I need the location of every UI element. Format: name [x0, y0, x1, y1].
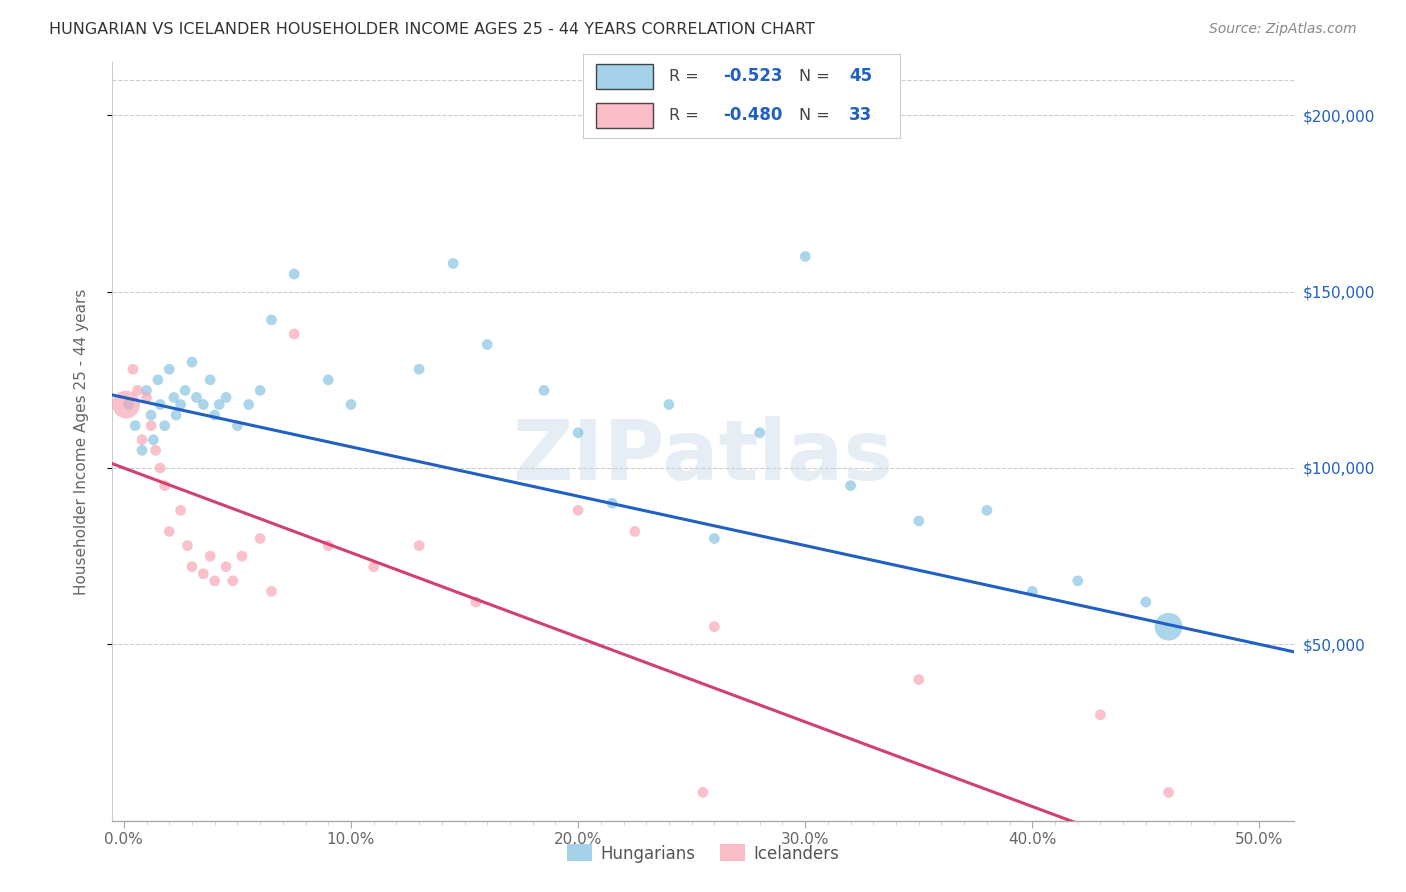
Point — [340, 397, 363, 411]
Point — [658, 397, 681, 411]
Point — [153, 418, 176, 433]
Point — [624, 524, 647, 539]
Point — [533, 384, 555, 398]
Point — [174, 384, 197, 398]
Point — [283, 326, 305, 341]
Point — [703, 532, 725, 546]
Point — [193, 566, 215, 581]
Point — [169, 397, 191, 411]
Text: Source: ZipAtlas.com: Source: ZipAtlas.com — [1209, 22, 1357, 37]
Legend: Hungarians, Icelanders: Hungarians, Icelanders — [560, 838, 846, 869]
Point — [907, 673, 929, 687]
Point — [198, 549, 221, 563]
Point — [208, 397, 231, 411]
Point — [122, 362, 145, 376]
Point — [131, 443, 153, 458]
Point — [316, 373, 339, 387]
Point — [204, 574, 226, 588]
Point — [222, 574, 245, 588]
Point — [198, 373, 221, 387]
Point — [146, 373, 169, 387]
Text: 33: 33 — [849, 106, 873, 124]
Point — [165, 408, 187, 422]
Point — [567, 503, 589, 517]
Text: N =: N = — [799, 69, 830, 84]
Point — [238, 397, 260, 411]
Point — [131, 433, 153, 447]
Point — [124, 418, 146, 433]
Point — [142, 433, 165, 447]
Point — [907, 514, 929, 528]
Point — [249, 384, 271, 398]
Point — [115, 397, 138, 411]
Point — [135, 384, 157, 398]
Text: 45: 45 — [849, 68, 872, 86]
Point — [1157, 785, 1180, 799]
Point — [600, 496, 623, 510]
Point — [149, 461, 172, 475]
Text: N =: N = — [799, 108, 830, 123]
Point — [181, 559, 204, 574]
Point — [181, 355, 204, 369]
Text: ZIPatlas: ZIPatlas — [513, 417, 893, 497]
Text: -0.523: -0.523 — [723, 68, 782, 86]
Point — [135, 391, 157, 405]
Point — [117, 397, 139, 411]
Point — [1090, 707, 1112, 722]
Text: HUNGARIAN VS ICELANDER HOUSEHOLDER INCOME AGES 25 - 44 YEARS CORRELATION CHART: HUNGARIAN VS ICELANDER HOUSEHOLDER INCOM… — [49, 22, 815, 37]
Point — [226, 418, 249, 433]
Point — [193, 397, 215, 411]
Point — [441, 256, 464, 270]
Point — [139, 408, 162, 422]
Point — [748, 425, 770, 440]
Text: -0.480: -0.480 — [723, 106, 782, 124]
Point — [186, 391, 208, 405]
Point — [1135, 595, 1157, 609]
Point — [477, 337, 499, 351]
Point — [1067, 574, 1090, 588]
Point — [231, 549, 253, 563]
Point — [567, 425, 589, 440]
Point — [283, 267, 305, 281]
Point — [1021, 584, 1043, 599]
FancyBboxPatch shape — [596, 63, 652, 89]
FancyBboxPatch shape — [596, 103, 652, 128]
Point — [976, 503, 998, 517]
Point — [363, 559, 385, 574]
Point — [703, 620, 725, 634]
Point — [215, 391, 238, 405]
Point — [1157, 620, 1180, 634]
Point — [149, 397, 172, 411]
Text: R =: R = — [669, 108, 699, 123]
Point — [139, 418, 162, 433]
Text: R =: R = — [669, 69, 699, 84]
Point — [145, 443, 167, 458]
Point — [316, 539, 339, 553]
Point — [260, 584, 283, 599]
Point — [157, 524, 180, 539]
Y-axis label: Householder Income Ages 25 - 44 years: Householder Income Ages 25 - 44 years — [75, 288, 89, 595]
Point — [204, 408, 226, 422]
Point — [692, 785, 714, 799]
Point — [127, 384, 149, 398]
Point — [408, 362, 430, 376]
Point — [249, 532, 271, 546]
Point — [408, 539, 430, 553]
Point — [157, 362, 180, 376]
Point — [794, 249, 817, 263]
Point — [153, 478, 176, 492]
Point — [169, 503, 191, 517]
Point — [215, 559, 238, 574]
Point — [464, 595, 486, 609]
Point — [839, 478, 862, 492]
Point — [260, 313, 283, 327]
Point — [163, 391, 186, 405]
Point — [176, 539, 198, 553]
